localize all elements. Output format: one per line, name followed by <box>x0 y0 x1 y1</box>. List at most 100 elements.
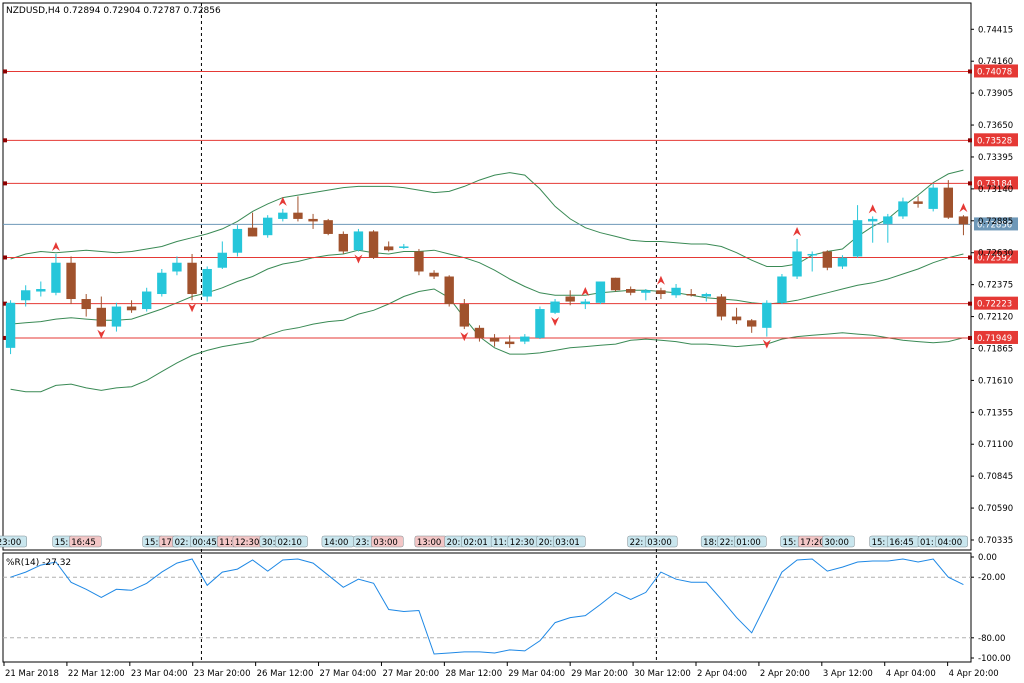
candle-body <box>399 246 409 248</box>
time-tag-label: 22: <box>630 538 644 548</box>
candle-body <box>958 216 969 225</box>
time-tag-label: 13:00 <box>417 538 442 548</box>
time-tick-label: 27 Mar 04:00 <box>320 669 377 679</box>
candle <box>5 300 16 355</box>
candle <box>66 256 76 305</box>
price-tick-label: 0.70590 <box>978 504 1013 514</box>
candle <box>368 230 379 259</box>
candle-body <box>81 299 91 310</box>
candle-body <box>353 231 364 251</box>
candle-body <box>913 201 923 204</box>
candle <box>580 299 591 310</box>
candle <box>625 286 636 296</box>
time-tick-label: 2 Apr 04:00 <box>697 669 747 679</box>
candle <box>792 238 802 280</box>
time-tag-label: 15: <box>55 538 69 548</box>
candle-body <box>746 320 757 327</box>
price-tick-label: 0.72120 <box>978 313 1013 323</box>
level-handle-left-1 <box>3 138 7 143</box>
candle-body <box>20 290 31 301</box>
candle-body <box>217 252 228 268</box>
candle <box>353 228 364 252</box>
candle <box>399 243 409 249</box>
candle-body <box>5 302 16 348</box>
candle <box>293 196 303 222</box>
candle <box>414 248 424 276</box>
fractal-up-arrow-icon <box>51 241 60 251</box>
candle-body <box>701 294 712 297</box>
wpr-level-lines <box>3 576 971 639</box>
time-tag-label: 14:00 <box>324 538 349 548</box>
horizontal-levels[interactable]: 0.74078 0.73528 0.73184 0.72592 0.72223 0.719… <box>3 64 1018 344</box>
candle-body <box>883 216 893 224</box>
symbol-header: NZDUSD,H4 0.72894 0.72904 0.72787 0.7285… <box>6 6 221 16</box>
time-tag-label: 03:01 <box>555 538 580 548</box>
candle-body <box>943 187 954 218</box>
candle <box>928 183 938 212</box>
time-tags: 23:0015:16:4515:17:02:00:4511:12:3030:02… <box>0 535 968 548</box>
bid-price-label: 0.72856 <box>977 220 1012 230</box>
level-price-label-2: 0.73184 <box>977 179 1012 189</box>
indicator-panel[interactable]: 0.00 -20.00 -80.00 -100.00 %R(14) -27.32 <box>2 552 1011 664</box>
candle-body <box>338 233 349 252</box>
candle-body <box>383 246 394 251</box>
time-tag-label: 04:00 <box>938 538 963 548</box>
wpr-axis: 0.00 -20.00 -80.00 -100.00 <box>971 553 1011 664</box>
time-tick-label: 26 Mar 12:00 <box>257 669 314 679</box>
level-price-label-5: 0.71949 <box>977 334 1012 344</box>
time-tag-label: 23: <box>356 538 370 548</box>
candle <box>550 299 560 315</box>
candle <box>852 205 863 258</box>
time-tag-label: 15: <box>872 538 886 548</box>
time-tag-label: 15: <box>145 538 159 548</box>
level-price-tag-5 <box>974 330 1018 344</box>
price-tick-label: 0.72630 <box>978 249 1013 259</box>
candle-body <box>595 281 606 303</box>
time-tag-label: 02:01 <box>463 538 488 548</box>
time-tick-label: 23 Mar 04:00 <box>131 669 188 679</box>
candle <box>20 285 31 307</box>
candlesticks <box>5 180 969 355</box>
price-tick-label: 0.74160 <box>978 57 1013 67</box>
candle-body <box>565 296 575 302</box>
candle-body <box>111 306 122 327</box>
wpr-polyline <box>10 558 964 655</box>
wpr-tick-label: -80.00 <box>978 634 1005 644</box>
level-price-tag-0 <box>974 64 1018 78</box>
time-tag-box <box>371 535 404 548</box>
level-handle-left-2 <box>3 181 7 186</box>
candle-body <box>641 290 651 293</box>
time-tag-label: 12:30 <box>510 538 535 548</box>
time-tag-label: 30:00 <box>824 538 849 548</box>
candle-body <box>686 294 696 296</box>
price-tick-label: 0.70845 <box>978 472 1013 482</box>
band-upper <box>10 169 964 267</box>
candle <box>883 213 893 243</box>
time-tick-label: 28 Mar 12:00 <box>445 669 502 679</box>
time-tag-label: 01:00 <box>736 538 761 548</box>
bollinger-bands <box>10 169 964 393</box>
candle-body <box>716 296 727 317</box>
candle <box>671 284 681 298</box>
main-panel[interactable]: 0.74078 0.73528 0.73184 0.72592 0.72223 0.719… <box>0 2 1018 662</box>
time-tag-label: 16:45 <box>71 538 96 548</box>
candle <box>520 334 530 345</box>
candle <box>429 270 439 280</box>
candle-body <box>444 276 454 305</box>
candle-body <box>520 336 530 342</box>
fractal-down-arrow-icon <box>551 317 560 327</box>
time-tick-label: 29 Mar 04:00 <box>508 669 565 679</box>
candle <box>278 208 288 222</box>
candle-body <box>625 289 636 293</box>
fractal-down-arrow-icon <box>188 303 197 313</box>
level-handle-right-3 <box>968 255 972 260</box>
candle-body <box>852 220 863 257</box>
candle <box>141 287 152 312</box>
wpr-line <box>10 558 964 655</box>
time-tag-box <box>935 535 968 548</box>
candle <box>898 197 908 219</box>
candle-body <box>202 268 212 297</box>
candle-body <box>550 301 560 313</box>
price-tick-label: 0.71100 <box>978 440 1013 450</box>
